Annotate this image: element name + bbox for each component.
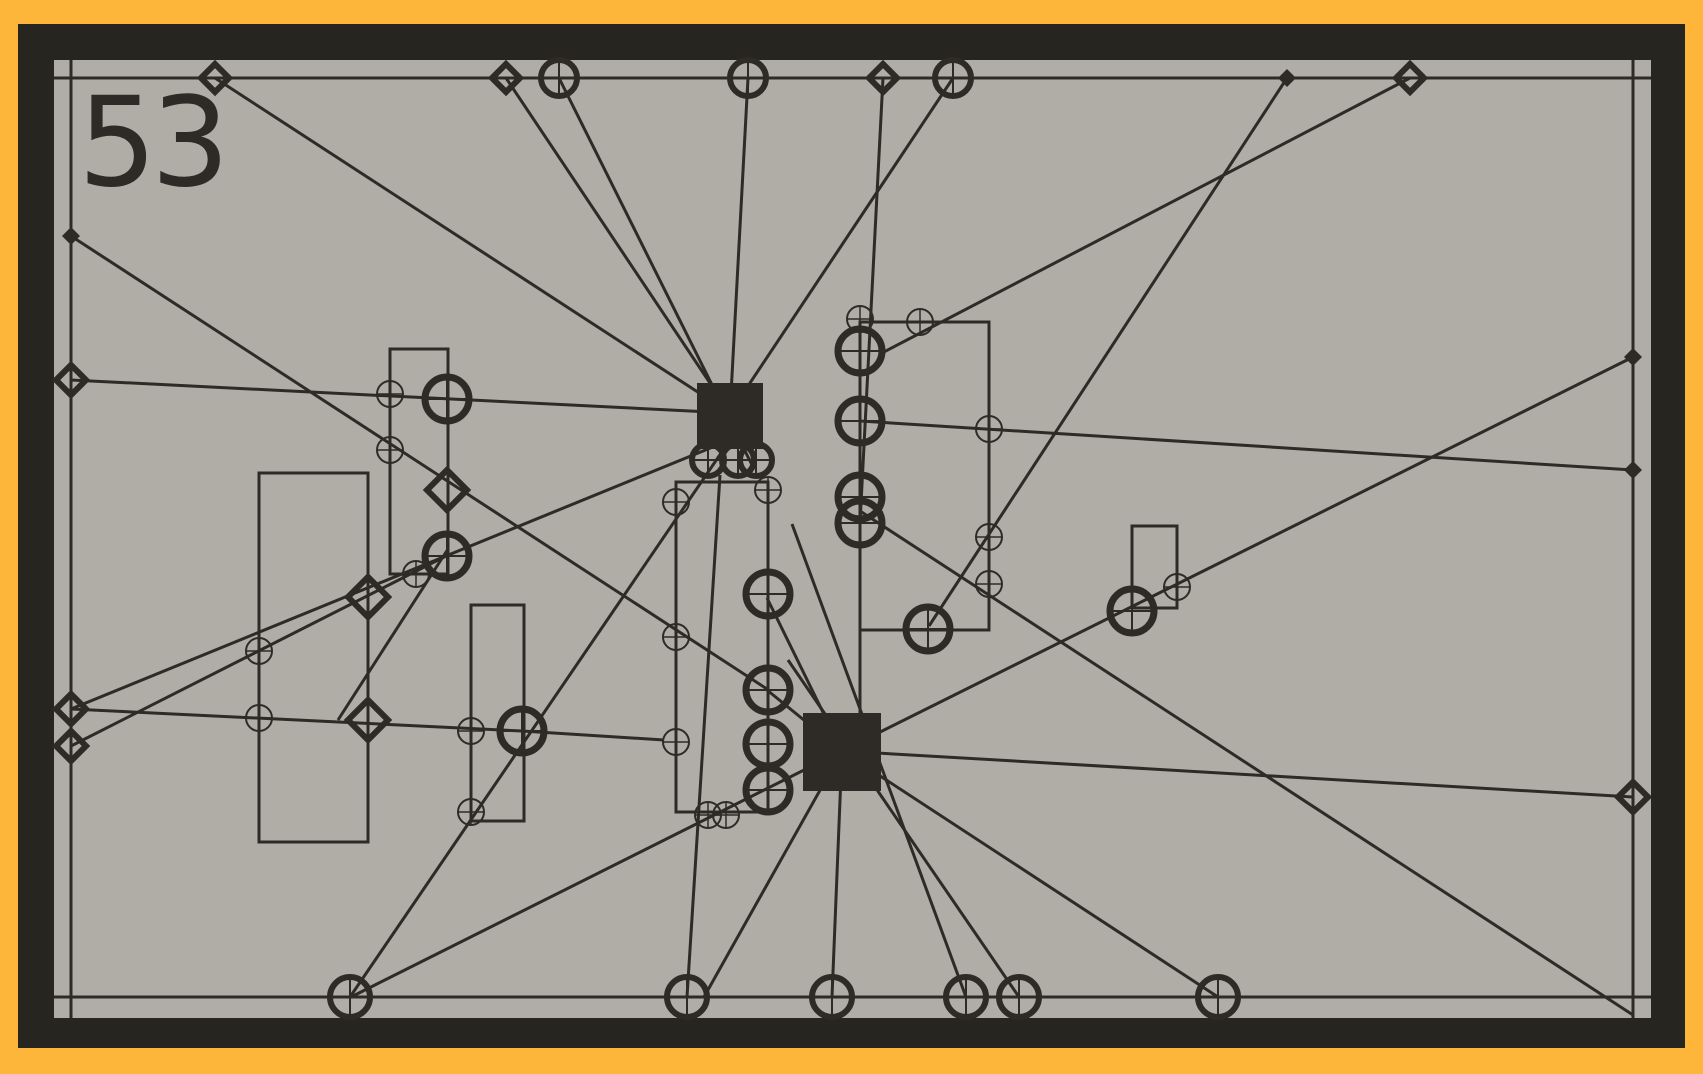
wire-edge — [728, 77, 750, 414]
wire-edge — [70, 438, 731, 711]
dot-node-icon[interactable] — [1278, 69, 1296, 87]
board-surface — [54, 60, 1651, 1018]
square-hub-icon[interactable] — [803, 713, 881, 791]
diamond-node-icon[interactable] — [1391, 59, 1429, 97]
wire-edge — [504, 77, 732, 414]
dot-node-icon[interactable] — [1624, 348, 1642, 366]
square-hub-icon[interactable] — [697, 383, 763, 449]
diamond-node-icon[interactable] — [343, 695, 393, 745]
wire-edges — [70, 76, 1634, 1017]
wire-edge — [858, 77, 885, 524]
wire-edge — [830, 750, 844, 998]
wire-edge — [70, 378, 731, 415]
wire-nodes[interactable] — [51, 57, 1653, 1020]
wire-edge — [350, 749, 843, 999]
wire-edge — [214, 76, 731, 415]
diamond-node-icon[interactable] — [343, 572, 393, 622]
diamond-node-icon[interactable] — [864, 59, 902, 97]
diamond-node-icon[interactable] — [51, 726, 91, 766]
dot-node-icon[interactable] — [1624, 461, 1642, 479]
diamond-node-icon[interactable] — [1613, 777, 1653, 817]
wire-edge — [841, 749, 1634, 799]
diamond-node-icon[interactable] — [51, 689, 91, 729]
wire-edge — [336, 548, 450, 721]
wire-edge — [70, 707, 523, 733]
wire-edge — [841, 749, 1219, 999]
wire-edge — [728, 77, 955, 414]
diamond-node-icon[interactable] — [487, 59, 525, 97]
diamond-node-icon[interactable] — [422, 465, 472, 515]
inner-frame-lines — [54, 60, 1651, 1018]
dot-node-icon[interactable] — [62, 227, 80, 245]
diamond-node-icon[interactable] — [51, 360, 91, 400]
wire-edge — [841, 355, 1634, 753]
wire-edge — [881, 76, 1411, 355]
wire-edge — [702, 750, 844, 998]
wire-edge — [685, 474, 722, 998]
wire-edge — [70, 234, 768, 691]
level-number: 53 — [78, 71, 224, 215]
hubs[interactable] — [697, 383, 881, 791]
diamond-node-icon[interactable] — [196, 59, 234, 97]
outline-rect — [469, 603, 526, 823]
